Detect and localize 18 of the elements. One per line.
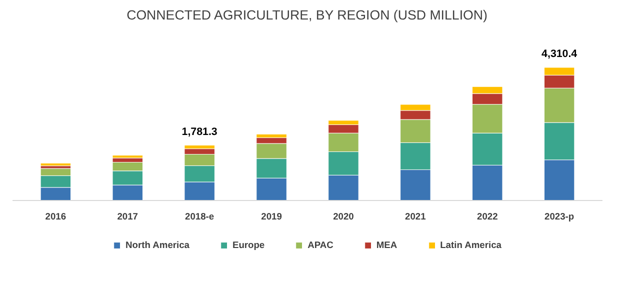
chart-title: CONNECTED AGRICULTURE, BY REGION (USD MILLION) <box>126 8 488 22</box>
x-tick-label: 2021 <box>405 212 426 222</box>
bar <box>40 162 72 166</box>
x-tick-label: 2022 <box>477 212 498 222</box>
annotation: 1,781.3 <box>182 126 218 138</box>
x-tick-label: 2023-p <box>544 212 574 222</box>
legend-label: Europe <box>232 240 265 250</box>
x-tick-label: 2016 <box>45 212 66 222</box>
legend-label: Latin America <box>440 240 502 250</box>
legend-label: North America <box>126 240 190 250</box>
legend-label: MEA <box>376 240 398 250</box>
x-tick-label: 2020 <box>333 212 354 222</box>
annotation: 4,310.4 <box>542 48 578 60</box>
x-tick-label: 2017 <box>117 212 138 222</box>
x-tick-label: 2018-e <box>185 212 214 222</box>
bar <box>112 155 143 158</box>
x-tick-label: 2019 <box>261 212 282 222</box>
legend-label: APAC <box>308 240 334 250</box>
